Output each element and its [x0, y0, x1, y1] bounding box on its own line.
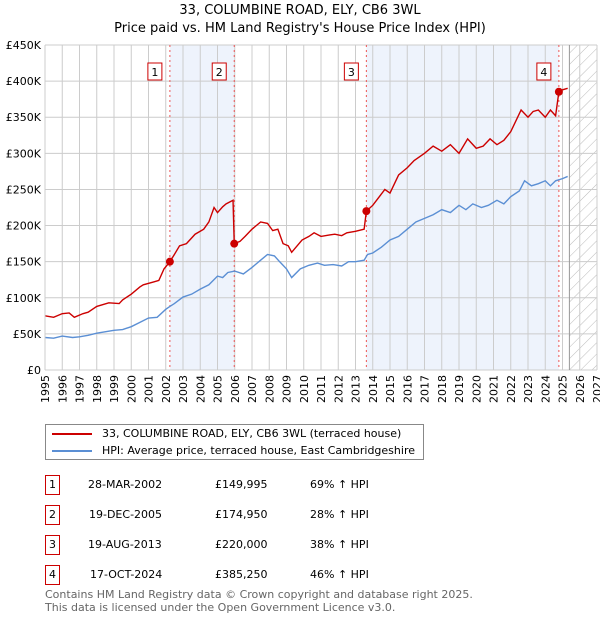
series-line: [44, 87, 568, 319]
date: 19-DEC-2005: [89, 508, 163, 521]
x-tick-label: 2027: [591, 375, 600, 403]
price-chart: 1995 1996 1997 1998 1999 2000 2001 2002 2003 2004…: [6, 39, 600, 403]
marker-number: 2: [45, 505, 60, 525]
table-row: 3 19-AUG-2013 £220,000 38% ↑ HPI: [45, 535, 425, 565]
x-tick-label: 2016: [401, 375, 414, 403]
x-tick-label: 2019: [453, 375, 466, 403]
x-tick-label: 2020: [470, 375, 483, 403]
marker-number: 4: [45, 565, 60, 585]
x-tick-label: 2011: [315, 375, 328, 403]
marker-label: 2: [216, 66, 223, 79]
x-tick-label: 2012: [332, 375, 345, 403]
y-tick-label: £200K: [6, 220, 42, 233]
marker-label-box: [343, 62, 359, 81]
legend-item-hpi: HPI: Average price, terraced house, East…: [46, 442, 415, 459]
y-tick-label: £150K: [6, 256, 42, 269]
marker-label-box: [211, 62, 227, 81]
table-row: 1 28-MAR-2002 £149,995 69% ↑ HPI: [45, 475, 425, 505]
y-tick-label: £300K: [6, 147, 42, 160]
legend: 33, COLUMBINE ROAD, ELY, CB6 3WL (terrac…: [45, 424, 424, 460]
x-tick-label: 2010: [298, 375, 311, 403]
x-tick-label: 2002: [160, 375, 173, 403]
footer-attribution: Contains HM Land Registry data © Crown c…: [45, 588, 473, 614]
forecast-hatch: [569, 45, 597, 370]
marker-label-box: [536, 62, 552, 81]
legend-red-line-swatch: [52, 433, 92, 435]
sale-point: [230, 239, 239, 248]
x-tick-label: 2014: [367, 375, 380, 403]
sale-point: [165, 257, 174, 266]
x-tick-label: 2024: [539, 375, 552, 403]
series-line: [44, 175, 568, 339]
x-tick-label: 2007: [246, 375, 259, 403]
marker-label-box: [147, 62, 163, 81]
sale-point: [554, 87, 563, 96]
legend-item-property: 33, COLUMBINE ROAD, ELY, CB6 3WL (terrac…: [46, 425, 415, 442]
x-tick-label: 2004: [194, 375, 207, 403]
x-tick-label: 2015: [384, 375, 397, 403]
marker-number: 3: [45, 535, 60, 555]
x-tick-label: 2022: [505, 375, 518, 403]
y-tick-label: £50K: [13, 328, 42, 341]
hpi-diff: 46% ↑ HPI: [310, 568, 369, 581]
chart-title: 33, COLUMBINE ROAD, ELY, CB6 3WL Price p…: [0, 2, 600, 38]
hpi-diff: 28% ↑ HPI: [310, 508, 369, 521]
date: 17-OCT-2024: [90, 568, 163, 581]
price: £385,250: [215, 568, 268, 581]
x-tick-label: 1998: [91, 375, 104, 403]
x-tick-label: 2018: [436, 375, 449, 403]
x-tick-label: 2000: [125, 375, 138, 403]
legend-label: 33, COLUMBINE ROAD, ELY, CB6 3WL (terrac…: [102, 427, 402, 440]
x-tick-label: 2005: [212, 375, 225, 403]
date: 28-MAR-2002: [88, 478, 163, 491]
sale-period-shading: [169, 45, 235, 370]
price: £174,950: [215, 508, 268, 521]
title-line: 33, COLUMBINE ROAD, ELY, CB6 3WL: [179, 3, 421, 18]
table-row: 2 19-DEC-2005 £174,950 28% ↑ HPI: [45, 505, 425, 535]
y-tick-label: £100K: [6, 292, 42, 305]
legend-label: HPI: Average price, terraced house, East…: [102, 444, 415, 457]
price: £149,995: [215, 478, 268, 491]
x-tick-label: 2023: [522, 375, 535, 403]
y-tick-label: £250K: [6, 183, 42, 196]
x-tick-label: 1997: [74, 375, 87, 403]
x-tick-label: 2006: [229, 375, 242, 403]
y-tick-label: £0: [27, 364, 41, 377]
x-tick-label: 1999: [108, 375, 121, 403]
marker-label: 1: [151, 66, 158, 79]
hpi-diff: 69% ↑ HPI: [310, 478, 369, 491]
footer-line: This data is licensed under the Open Gov…: [45, 601, 396, 614]
date: 19-AUG-2013: [88, 538, 162, 551]
x-tick-label: 1996: [56, 375, 69, 403]
marker-label: 4: [540, 66, 547, 79]
x-tick-label: 2026: [574, 375, 587, 403]
marker-label: 3: [348, 66, 355, 79]
x-tick-label: 2009: [281, 375, 294, 403]
table-row: 4 17-OCT-2024 £385,250 46% ↑ HPI: [45, 565, 425, 595]
subtitle-line: Price paid vs. HM Land Registry's House …: [114, 21, 486, 36]
x-tick-label: 2025: [557, 375, 570, 403]
x-tick-label: 2008: [263, 375, 276, 403]
x-tick-label: 2001: [143, 375, 156, 403]
x-tick-label: 1995: [39, 375, 52, 403]
x-tick-label: 2003: [177, 375, 190, 403]
hpi-diff: 38% ↑ HPI: [310, 538, 369, 551]
sale-point: [362, 207, 371, 216]
price: £220,000: [215, 538, 268, 551]
transactions-table: 1 28-MAR-2002 £149,995 69% ↑ HPI 2 19-DEC-20…: [45, 475, 425, 595]
y-tick-label: £350K: [6, 111, 42, 124]
marker-number: 1: [45, 475, 60, 495]
x-tick-label: 2017: [419, 375, 432, 403]
x-tick-label: 2013: [350, 375, 363, 403]
footer-line: Contains HM Land Registry data © Crown c…: [45, 588, 473, 601]
legend-blue-line-swatch: [52, 450, 92, 452]
x-tick-label: 2021: [488, 375, 501, 403]
y-tick-label: £450K: [6, 39, 42, 52]
y-tick-label: £400K: [6, 75, 42, 88]
